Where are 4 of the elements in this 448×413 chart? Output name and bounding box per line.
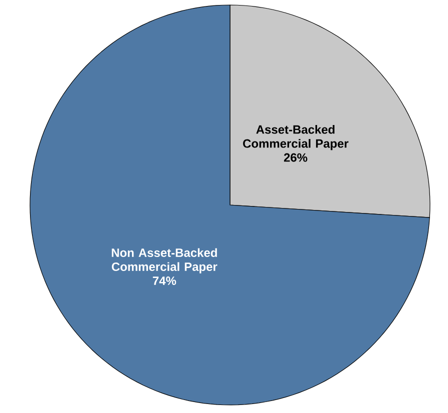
slice-label: Non Asset-Backed Commercial Paper bbox=[112, 248, 218, 274]
data-label: 74% bbox=[152, 276, 176, 285]
slice-label: Asset-Backed Commercial Paper bbox=[243, 124, 348, 150]
data-label: 26% bbox=[284, 153, 308, 162]
